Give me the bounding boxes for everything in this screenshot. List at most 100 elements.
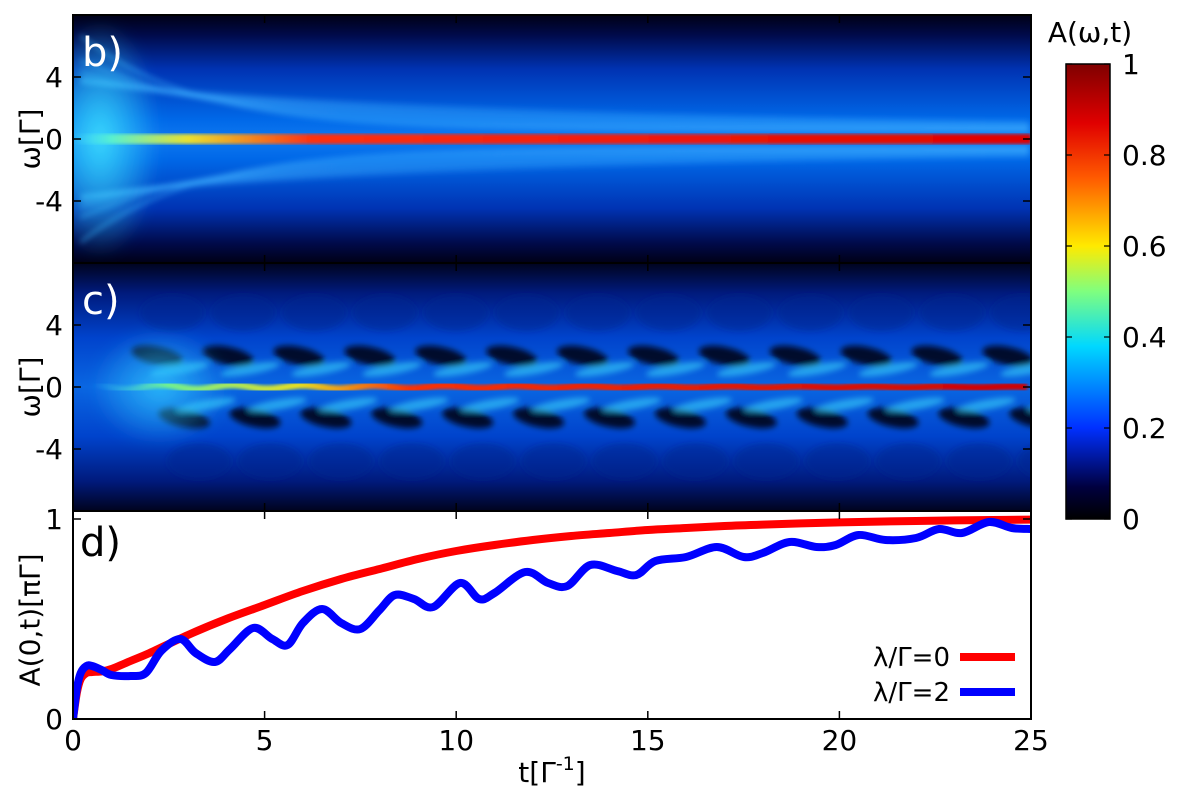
y-tick-label: 0 xyxy=(45,703,63,736)
heatmap-c-dark-pocket xyxy=(867,407,919,429)
panel-d-line-plot: 0 5 10 15 20 25 0 1 d) A(0,t)[πΓ] t[Γ-1] λ/Γ=0 … xyxy=(14,503,1049,789)
heatmap-c-dark-pocket xyxy=(486,345,538,367)
heatmap-c-outer-blob xyxy=(140,294,205,331)
heatmap-c-sideband xyxy=(220,362,280,377)
y-tick-label: 0 xyxy=(45,123,63,156)
panel-label-d: d) xyxy=(80,520,121,566)
y-tick-label: 0 xyxy=(45,371,63,404)
colorbar-tick-label: 0.6 xyxy=(1122,230,1167,263)
y-tick-label: 1 xyxy=(45,503,63,536)
heatmap-c-outer-blob xyxy=(379,443,444,480)
heatmap-c-sideband xyxy=(433,362,493,377)
heatmap-c-sideband xyxy=(504,362,564,377)
colorbar-tick-label: 0 xyxy=(1122,503,1140,536)
heatmap-c-dark-pocket xyxy=(1009,407,1031,429)
y-axis-label-c: ω[Γ] xyxy=(14,357,47,418)
x-tick-label: 15 xyxy=(630,724,666,757)
heatmap-c-sideband xyxy=(716,362,776,377)
heatmap-c-dark-pocket xyxy=(698,345,750,367)
heatmap-c-outer-blob xyxy=(352,294,417,331)
heatmap-c-outer-blob xyxy=(238,443,303,480)
heatmap-c-dark-pocket xyxy=(654,407,706,429)
heatmap-c-dark-pocket xyxy=(583,407,635,429)
y-tick-label: -4 xyxy=(35,185,63,218)
heatmap-c-dark-pocket xyxy=(442,407,494,429)
legend: λ/Γ=0 λ/Γ=2 xyxy=(873,643,1015,708)
x-tick-label: 0 xyxy=(64,724,82,757)
heatmap-c-dark-pocket xyxy=(229,407,281,429)
heatmap-c-dark-pocket xyxy=(371,407,423,429)
heatmap-c-outer-blob xyxy=(805,443,870,480)
heatmap-c-sideband xyxy=(575,362,635,377)
heatmap-c-dark-pocket xyxy=(840,345,892,367)
y-axis-label-b: ω[Γ] xyxy=(14,109,47,170)
x-axis-label-end: ] xyxy=(575,756,586,789)
heatmap-c-sideband xyxy=(460,397,520,412)
heatmap-c-sideband xyxy=(247,397,307,412)
legend-label-lambda-0: λ/Γ=0 xyxy=(873,643,950,673)
heatmap-c-outer-blob xyxy=(308,443,373,480)
panel-label-c: c) xyxy=(82,278,120,324)
series-line-lambda-2 xyxy=(73,517,1031,719)
heatmap-c-outer-blob xyxy=(450,443,515,480)
heatmap-c-outer-blob xyxy=(521,443,586,480)
heatmap-c-outer-blob xyxy=(778,294,843,331)
heatmap-c-dark-pocket xyxy=(725,407,777,429)
heatmap-c-outer-blob xyxy=(592,443,657,480)
heatmap-c-sideband xyxy=(645,362,706,377)
y-tick-label: -4 xyxy=(35,433,63,466)
x-tick-label: 5 xyxy=(256,724,274,757)
heatmap-c-dark-pocket xyxy=(344,345,396,367)
heatmap-c-outer-blob xyxy=(876,443,941,480)
panel-label-b: b) xyxy=(82,30,123,76)
heatmap-c-sideband xyxy=(601,397,662,412)
x-axis-label-sup: -1 xyxy=(556,753,575,775)
colorbar-tick-label: 0.8 xyxy=(1122,139,1167,172)
heatmap-c-outer-blob xyxy=(282,294,347,331)
heatmap-c-dark-pocket xyxy=(557,345,609,367)
heatmap-c-outer-blob xyxy=(663,443,728,480)
x-axis-label: t[Γ-1] xyxy=(518,753,585,789)
heatmap-c-outer-blob xyxy=(920,294,985,331)
heatmap-c-sideband xyxy=(531,397,591,412)
colorbar-tick-label: 0.4 xyxy=(1122,321,1167,354)
heatmap-c-outer-blob xyxy=(946,443,1011,480)
panel-b-heatmap: 4 0 -4 b) ω[Γ] xyxy=(14,14,1032,264)
plot-frame-d xyxy=(72,510,1032,720)
x-tick-label: 20 xyxy=(822,724,858,757)
legend-label-lambda-2: λ/Γ=2 xyxy=(873,678,950,708)
heatmap-c-sideband xyxy=(672,397,732,412)
heatmap-c-dark-pocket xyxy=(628,345,680,367)
heatmap-c-outer-blob xyxy=(494,294,559,331)
heatmap-c-sideband xyxy=(956,397,1016,412)
heatmap-c-central-peak xyxy=(91,380,1028,394)
heatmap-c-outer-blob xyxy=(423,294,488,331)
heatmap-b-central-peak xyxy=(73,134,1031,144)
heatmap-c-dark-pocket xyxy=(911,345,963,367)
colorbar: A(ω,t) 1 0.8 0.6 0.4 0.2 0 xyxy=(1048,16,1167,536)
heatmap-c-dark-pocket xyxy=(938,407,990,429)
heatmap-c-sideband xyxy=(929,362,989,377)
heatmap-c-outer-blob xyxy=(565,294,630,331)
x-axis-label-main: t[Γ xyxy=(518,756,556,789)
heatmap-c-dark-pocket xyxy=(300,407,352,429)
heatmap-b-fringe xyxy=(80,154,1030,197)
heatmap-c-outer-blob xyxy=(849,294,914,331)
heatmap-c-dark-pocket xyxy=(513,407,565,429)
colorbar-title: A(ω,t) xyxy=(1048,16,1132,49)
heatmap-c-sideband xyxy=(362,362,422,377)
heatmap-c-sideband xyxy=(814,397,874,412)
heatmap-c-sideband xyxy=(389,397,449,412)
heatmap-c-sideband xyxy=(291,362,351,377)
heatmap-c-outer-blob xyxy=(211,294,276,331)
heatmap-c-dark-pocket xyxy=(273,345,325,367)
panel-c-heatmap: 4 0 -4 c) ω[Γ] xyxy=(14,262,1032,512)
heatmap-c-sideband xyxy=(743,397,803,412)
heatmap-c-outer-blob xyxy=(636,294,701,331)
x-tick-label: 25 xyxy=(1013,724,1049,757)
heatmap-c-sideband xyxy=(318,397,378,412)
heatmap-b-fringe xyxy=(80,81,1030,124)
y-axis-label-d: A(0,t)[πΓ] xyxy=(14,554,47,687)
heatmap-c-outer-blob xyxy=(1017,446,1031,476)
